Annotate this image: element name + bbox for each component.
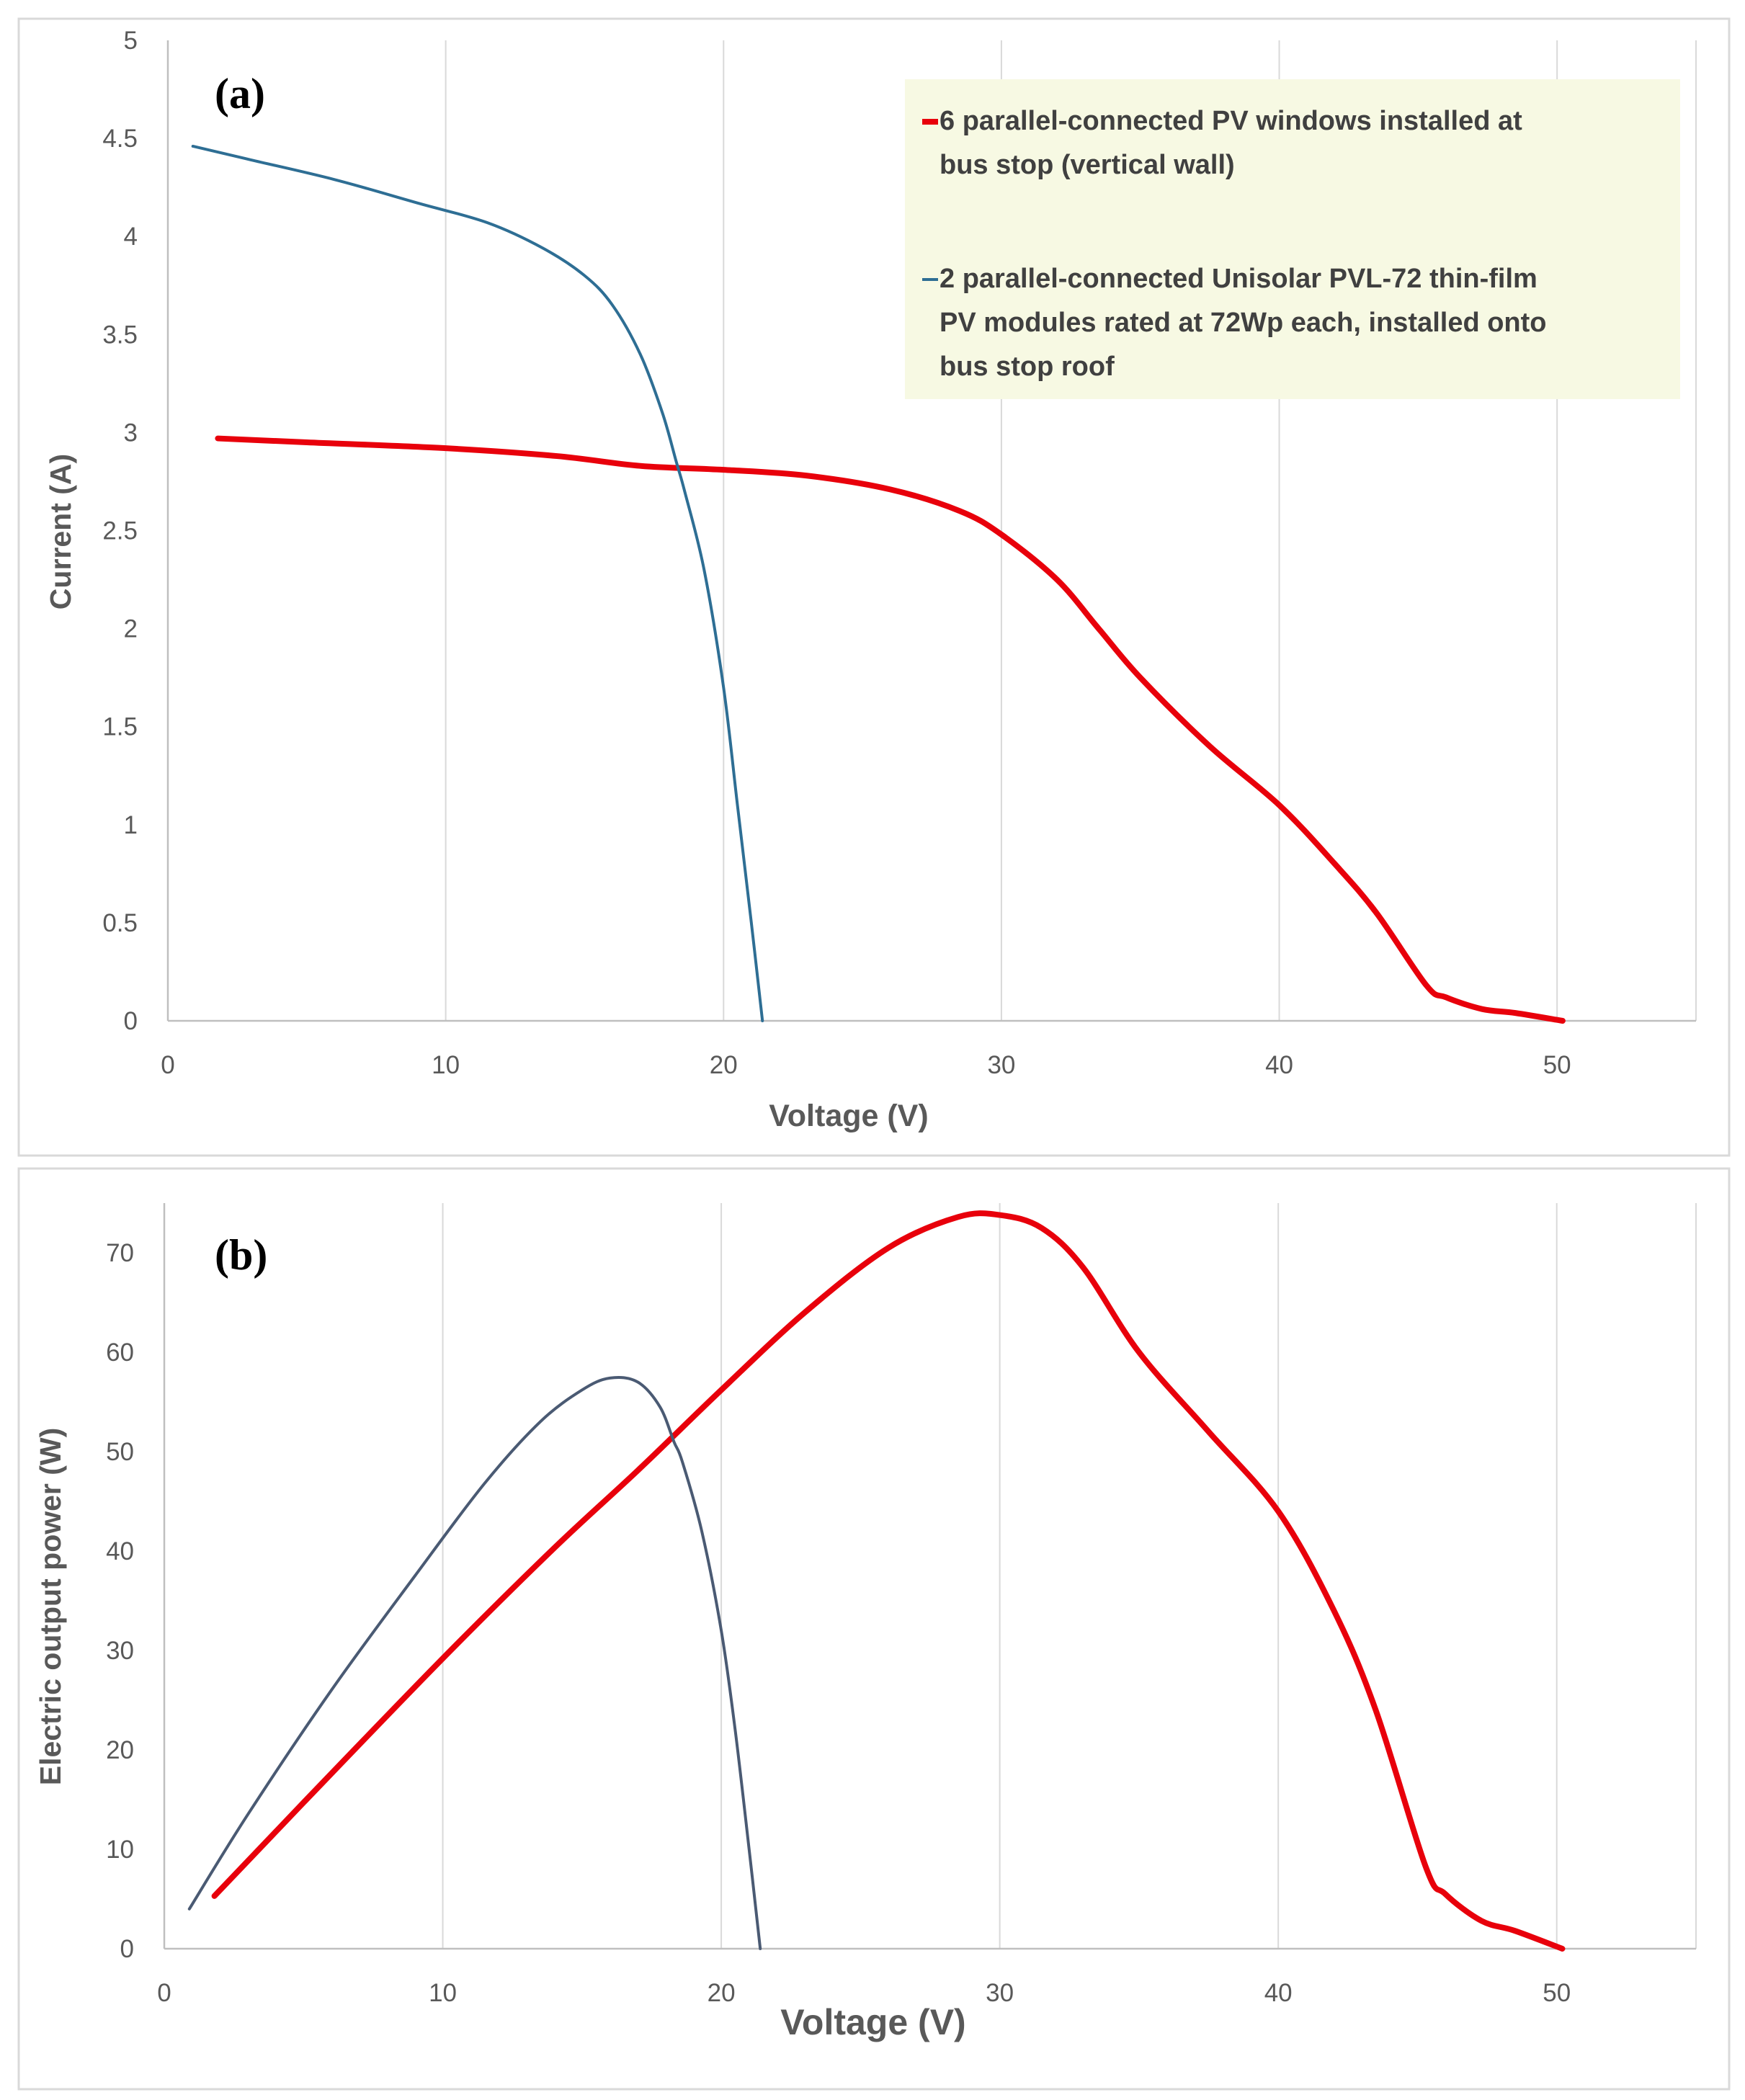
panel-a-x-tick-label: 20 bbox=[710, 1051, 738, 1079]
panel-a-current-voltage-chart: 0 10 20 30 40 50 0 0.5 1 1.5 2 2.5 3 3.5 4 4.5 5 (a) Cur… bbox=[17, 17, 1731, 1157]
panel-a-series-unisolar-modules-line bbox=[191, 144, 764, 1022]
panel-a-y-tick-label: 0.5 bbox=[102, 909, 138, 937]
panel-a-x-axis-title: Voltage (V) bbox=[769, 1099, 928, 1133]
panel-a-y-tick-label: 3.5 bbox=[102, 321, 138, 349]
panel-b-x-axis-title: Voltage (V) bbox=[780, 2002, 965, 2042]
panel-a-series-pv-windows-line bbox=[215, 435, 1566, 1024]
panel-b-x-tick-label: 30 bbox=[986, 1979, 1014, 2007]
legend-entry-2-line-2: PV modules rated at 72Wp each, installed… bbox=[940, 308, 1547, 338]
panel-a-y-tick-label: 3 bbox=[124, 419, 138, 447]
panel-b-power-voltage-chart: 0 10 20 30 40 50 0 10 20 30 40 50 60 70 (b) Electric … bbox=[17, 1167, 1731, 2091]
panel-b-x-tick-label: 50 bbox=[1543, 1979, 1571, 2007]
panel-a-y-tick-label: 1.5 bbox=[102, 713, 138, 741]
panel-a-y-tick-label: 2 bbox=[124, 615, 138, 643]
panel-a-x-tick-label: 0 bbox=[161, 1051, 174, 1079]
panel-b-y-tick-label: 20 bbox=[106, 1736, 134, 1764]
legend-entry-1-line-1: 6 parallel-connected PV windows installe… bbox=[940, 106, 1522, 136]
panel-b-y-tick-label: 60 bbox=[106, 1339, 134, 1367]
panel-a-y-tick-label: 4 bbox=[124, 223, 138, 251]
legend-entry-2-line-3: bus stop roof bbox=[940, 352, 1115, 382]
panel-a-y-tick-label: 5 bbox=[124, 27, 138, 55]
panel-a-y-tick-label: 1 bbox=[124, 811, 138, 839]
panel-b-label: (b) bbox=[215, 1231, 267, 1279]
panel-b-y-axis-title: Electric output power (W) bbox=[34, 1428, 67, 1786]
panel-a-y-tick-label: 0 bbox=[124, 1007, 138, 1035]
panel-a-x-tick-label: 50 bbox=[1543, 1051, 1571, 1079]
panel-a-label: (a) bbox=[215, 70, 265, 117]
panel-b-y-tick-label: 0 bbox=[120, 1935, 134, 1963]
panel-b-y-tick-label: 40 bbox=[106, 1537, 134, 1565]
legend-entry-2-line-1: 2 parallel-connected Unisolar PVL-72 thi… bbox=[940, 264, 1538, 294]
panel-b-y-tick-label: 30 bbox=[106, 1637, 134, 1665]
panel-b-y-tick-label: 10 bbox=[106, 1836, 134, 1864]
panel-a-x-tick-label: 40 bbox=[1265, 1051, 1293, 1079]
panel-a-y-tick-label: 4.5 bbox=[102, 125, 138, 153]
panel-a-y-axis-title: Current (A) bbox=[44, 454, 77, 609]
panel-a-y-tick-label: 2.5 bbox=[102, 517, 138, 545]
panel-b-y-tick-label: 70 bbox=[106, 1239, 134, 1267]
panel-b-x-tick-label: 0 bbox=[157, 1979, 171, 2007]
panel-b-x-tick-label: 10 bbox=[429, 1979, 457, 2007]
panel-b-series-pv-windows-line bbox=[211, 1210, 1566, 1952]
panel-b-y-tick-label: 50 bbox=[106, 1438, 134, 1466]
panel-b-x-tick-label: 40 bbox=[1264, 1979, 1293, 2007]
panel-b-series-unisolar-modules-line bbox=[187, 1376, 762, 1950]
panel-a-legend: 6 parallel-connected PV windows installe… bbox=[905, 79, 1680, 399]
panel-b-x-tick-label: 20 bbox=[708, 1979, 736, 2007]
legend-background bbox=[905, 79, 1680, 399]
panel-a-x-tick-label: 10 bbox=[432, 1051, 460, 1079]
legend-entry-1-line-2: bus stop (vertical wall) bbox=[940, 150, 1235, 180]
panel-a-x-tick-label: 30 bbox=[987, 1051, 1015, 1079]
